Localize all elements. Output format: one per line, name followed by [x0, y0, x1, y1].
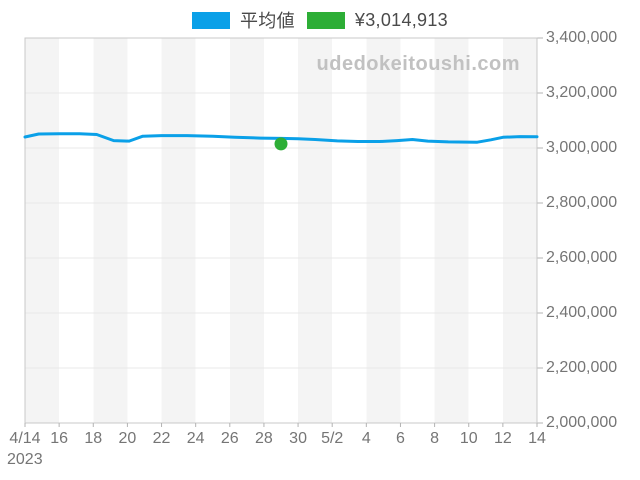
y-axis-label: 2,400,000 [546, 304, 618, 321]
legend-item-average[interactable]: 平均値 [192, 7, 295, 33]
x-axis-label: 10 [459, 430, 478, 447]
x-axis-label: 12 [493, 430, 512, 447]
x-axis-label: 4/14 [9, 430, 41, 447]
legend-swatch-average-icon [192, 11, 230, 29]
x-axis-label: 16 [50, 430, 69, 447]
x-axis-label: 30 [289, 430, 307, 447]
y-axis-label: 2,800,000 [546, 194, 618, 211]
legend-label-price: ¥3,014,913 [354, 9, 448, 30]
y-axis-label: 3,200,000 [546, 84, 618, 101]
y-axis-label: 2,000,000 [546, 414, 618, 431]
y-axis-label: 3,000,000 [546, 139, 618, 156]
x-axis-label: 6 [396, 430, 405, 447]
y-axis-label: 2,200,000 [546, 359, 618, 376]
x-axis-label: 24 [186, 430, 205, 447]
y-axis-label: 2,600,000 [546, 249, 618, 266]
x-axis-label: 8 [430, 430, 440, 447]
legend-item-price[interactable]: ¥3,014,913 [306, 9, 448, 31]
x-axis-label: 14 [528, 430, 546, 447]
plot-area [25, 38, 537, 423]
x-axis-label: 28 [255, 430, 273, 447]
x-axis-label: 22 [152, 430, 171, 447]
x-axis-label: 5/2 [321, 430, 344, 447]
x-axis-label: 26 [220, 430, 239, 447]
y-axis-label: 3,400,000 [546, 29, 618, 46]
x-axis-label: 20 [118, 430, 137, 447]
x-axis-label: 4 [361, 430, 371, 447]
watermark: udedokeitoushi.com [316, 53, 520, 75]
chart-legend: 平均値 ¥3,014,913 [0, 7, 640, 33]
legend-label-average: 平均値 [240, 11, 295, 31]
legend-swatch-price-icon [306, 11, 345, 29]
x-axis-label: 18 [84, 430, 103, 447]
x-axis-year-label: 2023 [7, 451, 43, 468]
